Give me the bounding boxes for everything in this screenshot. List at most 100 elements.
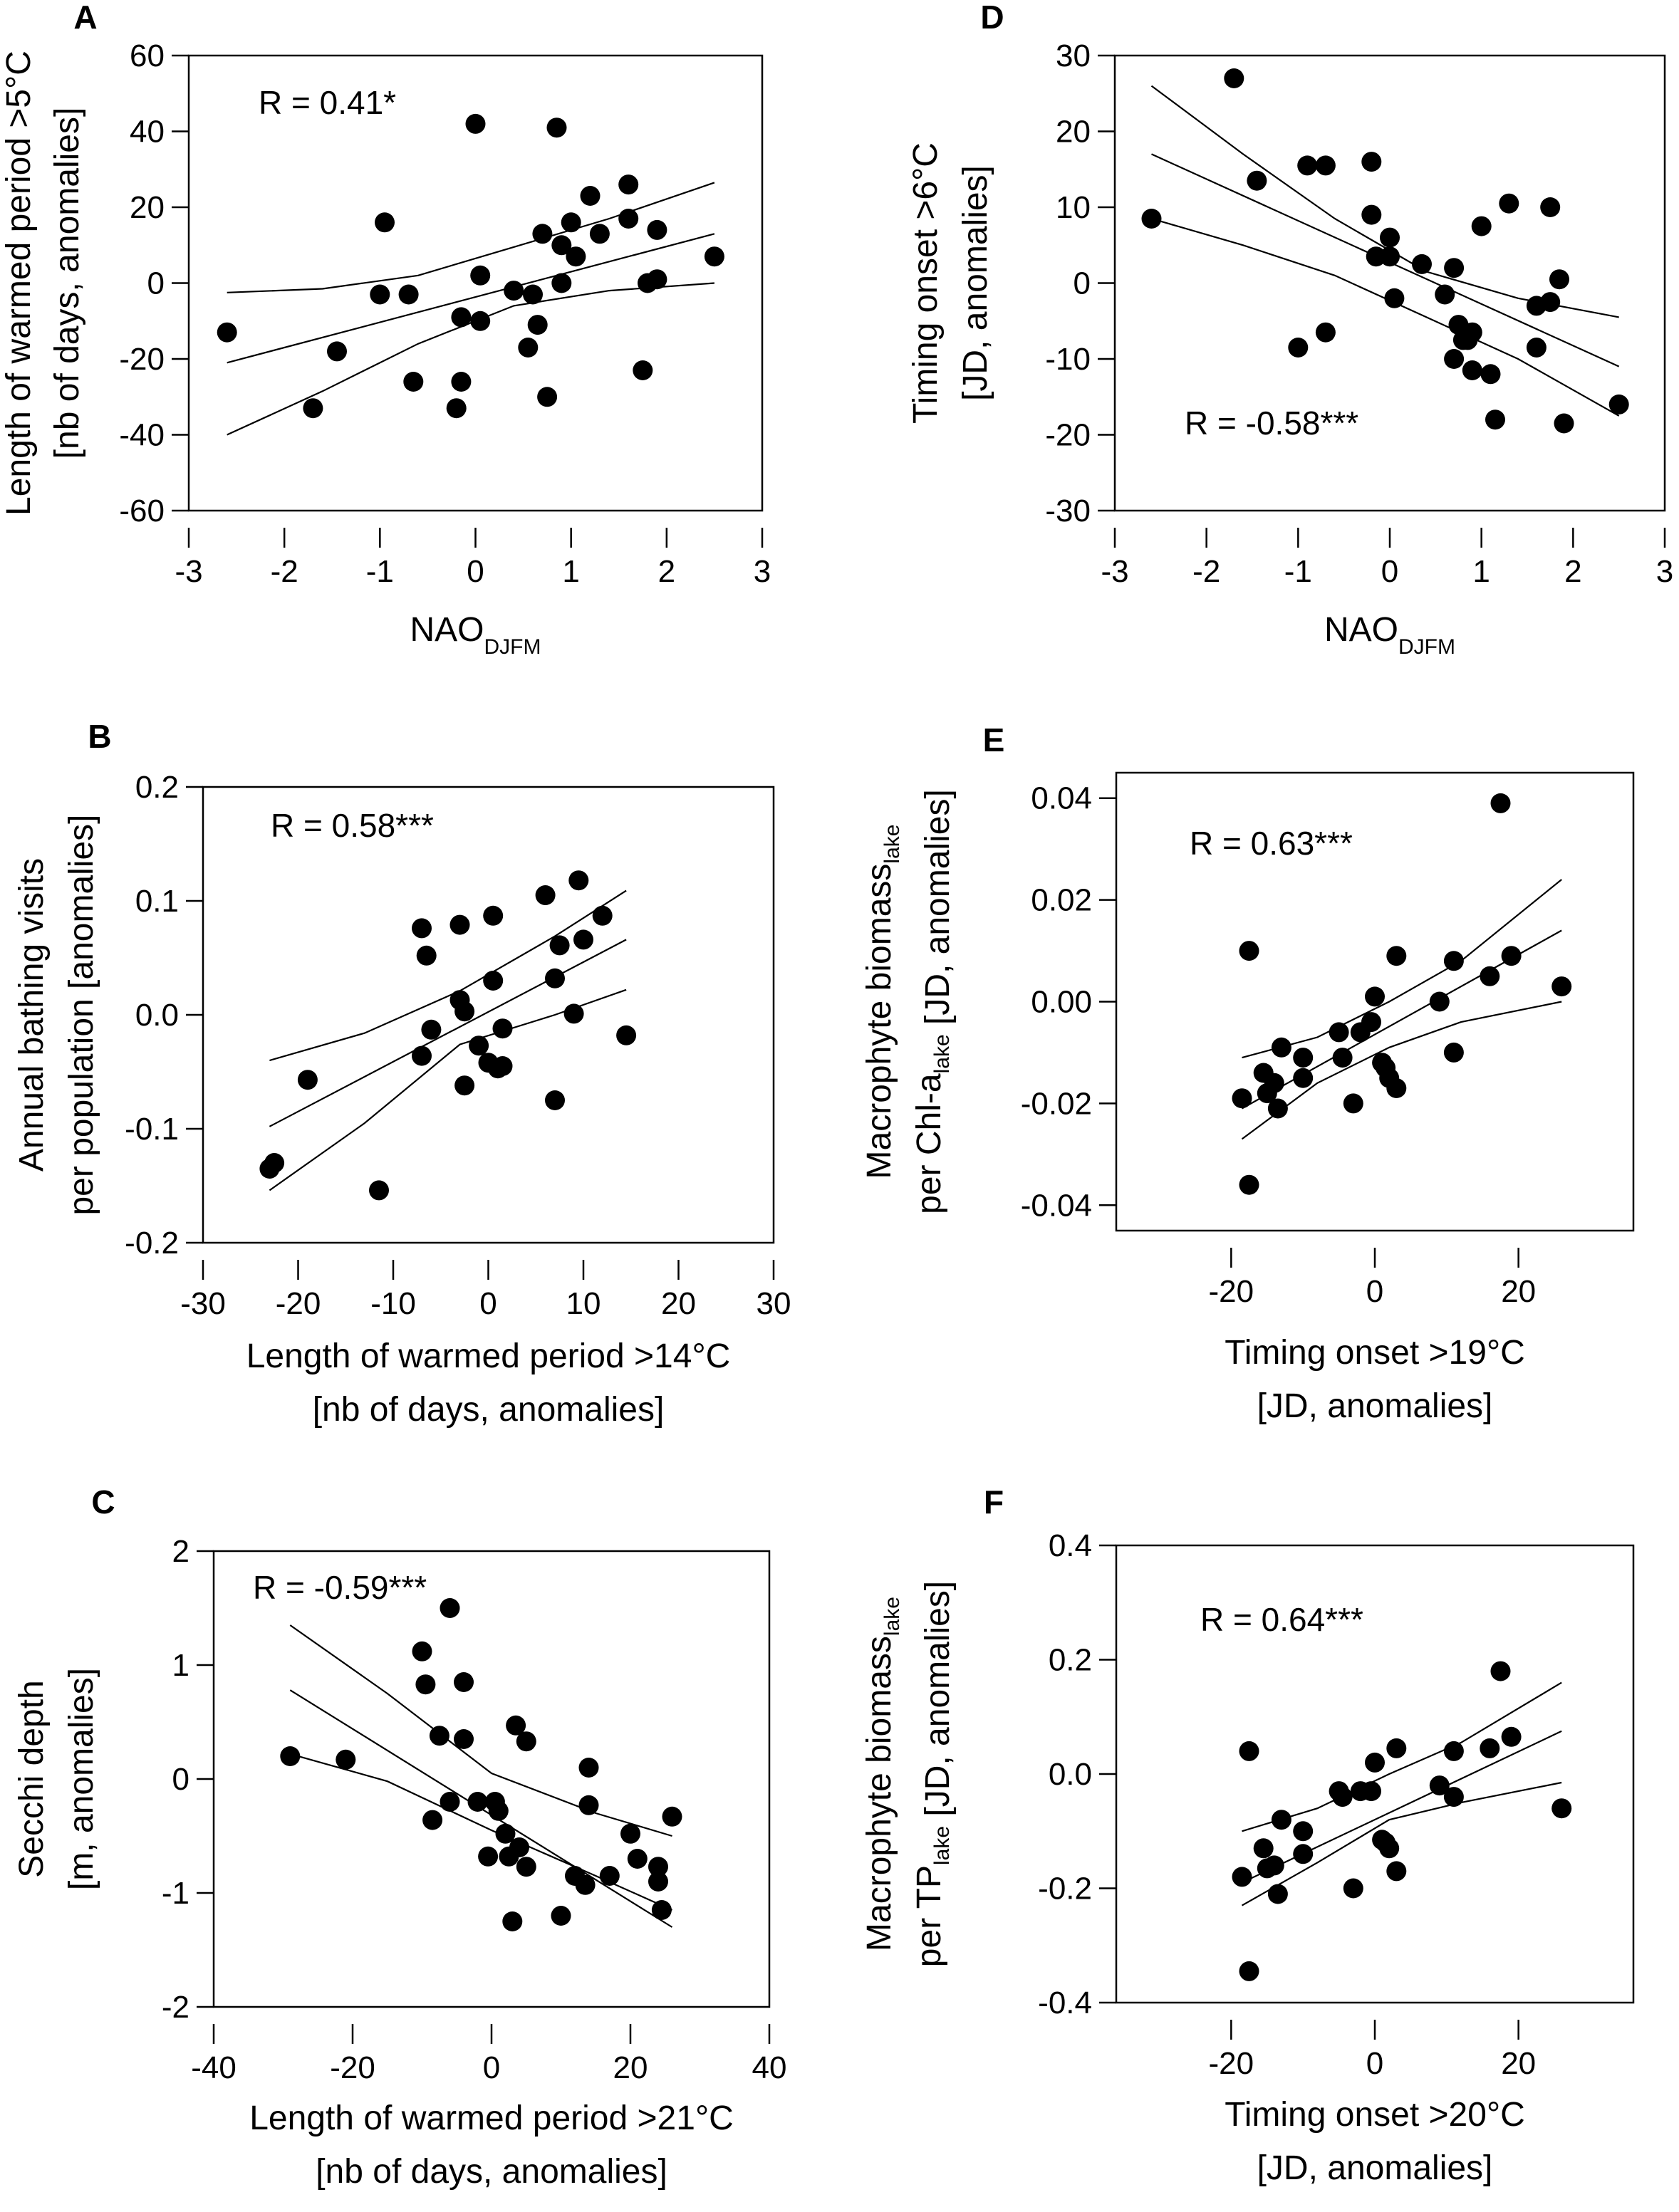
data-point	[440, 1792, 460, 1812]
x-tick-label: -1	[366, 554, 394, 589]
correlation-label: R = 0.64***	[1200, 1601, 1363, 1638]
data-point	[1267, 1098, 1288, 1119]
data-point	[1239, 1741, 1259, 1761]
data-point	[429, 1726, 449, 1746]
y-tick-label: -40	[119, 418, 165, 453]
x-tick-label: -10	[370, 1286, 416, 1321]
data-point	[449, 914, 470, 935]
panel-letter: A	[73, 0, 97, 36]
panel-b: B -0.2 -0.1 0.0 0.1 0.2 -30 -20 -10 0 10 20 30 R = 0.…	[13, 718, 791, 1429]
data-point	[1365, 986, 1385, 1007]
data-point	[532, 224, 553, 244]
data-point	[1540, 197, 1561, 217]
data-point	[580, 186, 601, 206]
data-point	[618, 174, 639, 195]
y-tick-label: -30	[1045, 494, 1091, 528]
y-axis-label-line2: per Chl-alake [JD, anomalies]	[910, 789, 957, 1214]
data-point	[516, 1731, 536, 1752]
data-point	[506, 1715, 526, 1736]
data-point	[551, 235, 572, 256]
data-point	[647, 219, 667, 240]
data-point	[1551, 976, 1572, 997]
panel-letter: D	[980, 0, 1004, 36]
data-point	[1264, 1855, 1284, 1876]
x-tick-label: 20	[661, 1286, 696, 1321]
data-point	[592, 905, 613, 926]
panel-letter: E	[983, 721, 1005, 758]
data-point	[545, 968, 565, 988]
y-tick-label: -0.4	[1038, 1986, 1092, 2020]
data-point	[1361, 1012, 1381, 1033]
data-point	[1386, 1078, 1407, 1098]
data-point	[509, 1837, 529, 1857]
confidence-band-lower	[1241, 1001, 1562, 1140]
data-point	[454, 1001, 475, 1022]
y-axis-label-line2-text: per Chl-a	[910, 1073, 948, 1214]
x-tick-label: 0	[1366, 2046, 1383, 2081]
data-point	[1293, 1068, 1314, 1088]
y-tick-label: -20	[119, 342, 165, 377]
data-point	[1343, 1093, 1363, 1114]
y-axis-label-line2-text: [JD, anomalies]	[919, 1581, 957, 1826]
y-axis-label-line2: [nb of days, anomalies]	[48, 108, 86, 459]
data-point	[1141, 209, 1162, 229]
data-point	[416, 945, 437, 966]
data-point	[551, 273, 572, 293]
data-point	[492, 1056, 513, 1076]
data-point	[264, 1153, 285, 1173]
x-axis-label-subscript: DJFM	[1398, 635, 1455, 659]
x-tick-label: 40	[752, 2050, 787, 2085]
data-point	[403, 372, 424, 392]
data-point	[1297, 155, 1318, 176]
data-point	[1239, 1961, 1259, 1981]
x-tick-label: -2	[271, 554, 298, 589]
data-point	[1444, 349, 1465, 369]
x-tick-label: 2	[1564, 554, 1581, 589]
data-point	[483, 905, 504, 926]
x-tick-label: 3	[754, 554, 771, 589]
confidence-band-lower	[290, 1753, 672, 1911]
data-point	[483, 971, 504, 991]
x-axis-label: Timing onset >20°C	[1225, 2096, 1525, 2134]
data-point	[1501, 946, 1522, 966]
data-point	[1361, 1781, 1381, 1802]
confidence-band-upper	[1242, 879, 1562, 1059]
y-tick-label: -1	[162, 1876, 189, 1911]
confidence-band-upper	[289, 1624, 672, 1837]
data-point	[1332, 1048, 1353, 1068]
data-point	[1380, 246, 1400, 267]
panel-c: C -2 -1 0 1 2 -40 -20 0 20 40 R = -0.59*** Length of…	[13, 1483, 786, 2191]
data-point	[1490, 793, 1511, 813]
data-point	[1271, 1037, 1291, 1058]
y-tick-label: 0	[172, 1762, 189, 1797]
x-tick-label: -30	[180, 1286, 226, 1321]
data-point	[303, 398, 323, 419]
data-point	[1551, 1798, 1572, 1819]
data-point	[1315, 155, 1336, 176]
x-tick-label: 0	[1366, 1274, 1383, 1309]
data-point	[1412, 254, 1432, 274]
data-point	[1239, 1174, 1259, 1195]
data-point	[1501, 1726, 1522, 1747]
y-tick-label: 0.2	[135, 770, 179, 805]
y-axis-label-line1-text: Macrophyte biomass	[861, 1636, 898, 1951]
data-point	[616, 1025, 637, 1045]
data-point	[336, 1749, 356, 1770]
y-tick-label: 0.0	[135, 998, 179, 1033]
plot-frame	[202, 786, 775, 1244]
data-point	[545, 1090, 565, 1110]
data-point	[375, 212, 395, 233]
data-point	[422, 1810, 443, 1830]
data-point	[1499, 193, 1519, 214]
data-point	[1293, 1821, 1314, 1842]
data-point	[467, 1792, 488, 1812]
panel-e: E -0.04 -0.02 0.00 0.02 0.04 -20 0 20 R = 0.63***…	[861, 721, 1635, 1425]
data-point	[651, 1900, 672, 1920]
y-tick-label: 30	[1056, 38, 1091, 73]
data-point	[1443, 1042, 1464, 1063]
y-tick-label: 20	[130, 190, 165, 225]
data-point	[217, 322, 237, 343]
y-tick-label: -2	[162, 1990, 189, 2025]
